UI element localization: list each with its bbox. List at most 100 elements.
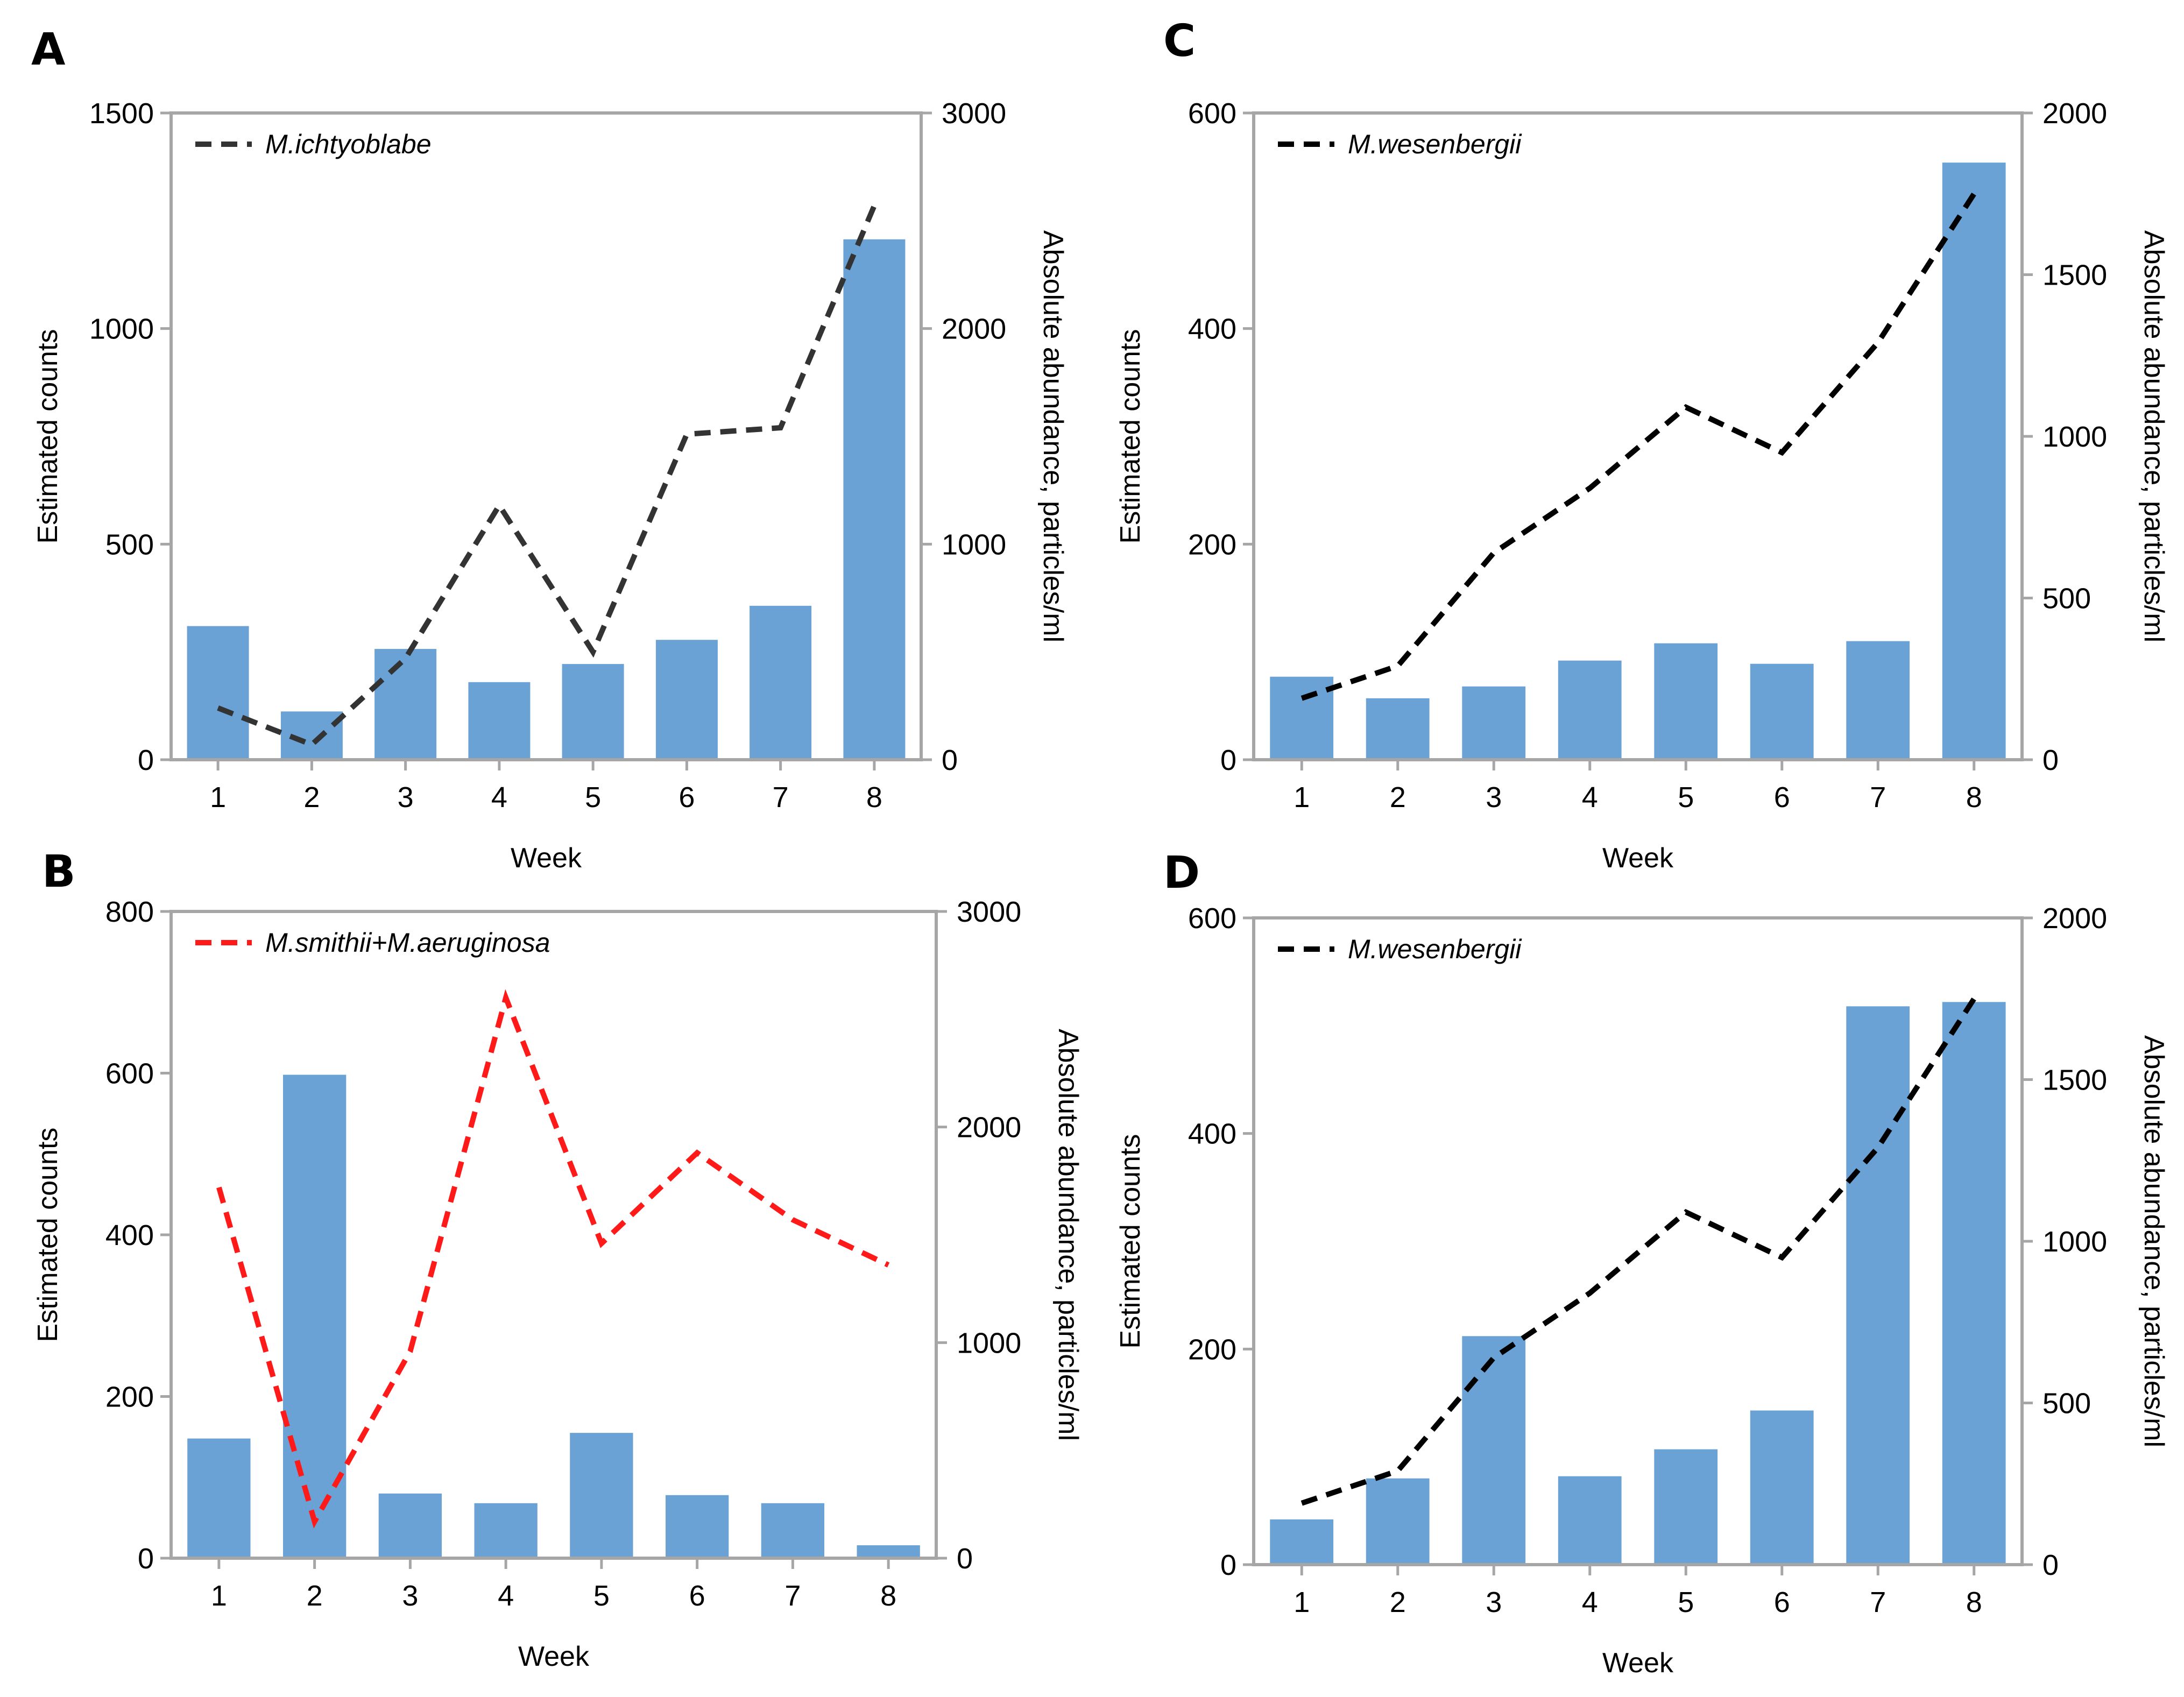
bar-c-week-3: [1462, 686, 1526, 760]
x-tick-label-a-4: 4: [491, 781, 507, 814]
bar-c-week-8: [1942, 162, 2006, 760]
left-tick-label-c-400: 400: [1188, 313, 1236, 345]
bars-b: [187, 1074, 920, 1558]
bar-a-week-1: [187, 626, 249, 760]
panel-letter-c: C: [1163, 16, 1196, 67]
right-tick-label-b-2000: 2000: [957, 1112, 1021, 1144]
legend-label-b: M.smithii+M.aeruginosa: [265, 928, 550, 958]
legend-c: M.wesenbergii: [1278, 129, 1522, 159]
x-tick-label-b-4: 4: [498, 1580, 514, 1612]
line-a: [217, 204, 877, 748]
panel-b: B 0 200 400 600 800 0 1000 2000 3000 1 2 3 4 5 6 7 8 Week E…: [32, 846, 1084, 1672]
right-tick-label-a-1000: 1000: [942, 528, 1006, 561]
bar-b-week-4: [474, 1503, 538, 1558]
right-tick-label-b-1000: 1000: [957, 1327, 1021, 1359]
right-tick-label-d-0: 0: [2042, 1549, 2059, 1581]
left-tick-label-b-400: 400: [105, 1219, 154, 1251]
x-tick-label-b-3: 3: [402, 1580, 418, 1612]
x-axis-title-c: Week: [1602, 843, 1674, 874]
left-tick-label-b-0: 0: [138, 1543, 154, 1575]
x-axis-title-a: Week: [511, 843, 582, 874]
right-tick-label-c-1000: 1000: [2042, 421, 2107, 453]
bar-a-week-7: [750, 605, 812, 760]
left-tick-label-a-500: 500: [105, 528, 154, 561]
left-tick-label-b-600: 600: [105, 1058, 154, 1090]
line-c: [1300, 192, 1977, 701]
plot-frame-a: [169, 111, 923, 761]
bar-d-week-7: [1846, 1006, 1910, 1565]
x-tick-label-d-6: 6: [1774, 1586, 1790, 1618]
bar-a-week-8: [843, 239, 906, 760]
left-tick-label-a-1500: 1500: [89, 97, 154, 130]
bar-b-week-3: [378, 1493, 442, 1558]
bar-b-week-5: [570, 1433, 633, 1558]
left-tick-label-a-0: 0: [138, 744, 154, 776]
right-tick-label-b-3000: 3000: [957, 896, 1021, 928]
y-axis-title-d: Estimated counts: [1115, 1134, 1146, 1349]
legend-label-d: M.wesenbergii: [1348, 934, 1522, 964]
right-tick-label-c-2000: 2000: [2042, 97, 2107, 130]
x-tick-label-d-8: 8: [1966, 1586, 1982, 1618]
legend-a: M.ichtyoblabe: [195, 129, 432, 159]
x-tick-label-b-5: 5: [593, 1580, 610, 1612]
left-tick-label-b-800: 800: [105, 896, 154, 928]
x-tick-label-c-3: 3: [1486, 781, 1502, 814]
bar-c-week-5: [1654, 643, 1718, 760]
right-tick-label-b-0: 0: [957, 1543, 973, 1575]
bar-d-week-2: [1366, 1478, 1430, 1565]
right-tick-label-c-0: 0: [2042, 744, 2059, 776]
right-tick-label-a-3000: 3000: [942, 97, 1006, 130]
x-tick-label-d-1: 1: [1294, 1586, 1310, 1618]
panel-d: D 0 200 400 600 0 500 1000 1500 2000 1 2 3 4 5 6 7 8 Week E…: [1115, 847, 2169, 1679]
y2-axis-title-d: Absolute abundance, particles/ml: [2138, 1035, 2169, 1447]
left-tick-label-c-600: 600: [1188, 97, 1236, 130]
bar-b-week-6: [666, 1495, 729, 1558]
x-tick-label-b-2: 2: [307, 1580, 323, 1612]
x-tick-label-d-4: 4: [1582, 1586, 1598, 1618]
legend-b: M.smithii+M.aeruginosa: [195, 928, 550, 958]
y-axis-title-b: Estimated counts: [32, 1128, 63, 1342]
legend-d: M.wesenbergii: [1278, 934, 1522, 964]
bar-a-week-3: [374, 649, 437, 760]
x-tick-label-c-4: 4: [1582, 781, 1598, 814]
bar-a-week-4: [468, 682, 531, 760]
x-tick-label-c-5: 5: [1678, 781, 1694, 814]
panel-c: C 0 200 400 600 0 500 1000 1500 2000 1 2 3 4 5 6 7 8 Week E…: [1115, 16, 2169, 874]
bar-d-week-1: [1270, 1519, 1334, 1565]
y2-axis-title-b: Absolute abundance, particles/ml: [1052, 1029, 1084, 1441]
bar-a-week-2: [280, 711, 343, 760]
bars-c: [1270, 162, 2006, 760]
bar-c-week-7: [1846, 641, 1910, 760]
bar-b-week-8: [857, 1545, 920, 1558]
right-tick-label-d-2000: 2000: [2042, 902, 2107, 935]
legend-label-c: M.wesenbergii: [1348, 129, 1522, 159]
bar-b-week-1: [187, 1438, 251, 1558]
panel-letter-a: A: [31, 24, 66, 75]
x-tick-label-a-7: 7: [773, 781, 789, 814]
right-tick-label-a-2000: 2000: [942, 313, 1006, 345]
x-tick-label-a-3: 3: [398, 781, 414, 814]
right-tick-label-c-1500: 1500: [2042, 259, 2107, 292]
bar-b-week-2: [283, 1074, 347, 1558]
bar-d-week-4: [1558, 1476, 1622, 1565]
left-tick-label-d-400: 400: [1188, 1118, 1236, 1150]
x-tick-label-d-3: 3: [1486, 1586, 1502, 1618]
x-tick-label-b-8: 8: [880, 1580, 896, 1612]
panel-letter-d: D: [1163, 847, 1200, 899]
right-tick-label-a-0: 0: [942, 744, 958, 776]
x-tick-label-a-6: 6: [678, 781, 695, 814]
left-tick-label-c-200: 200: [1188, 528, 1236, 561]
bar-c-week-4: [1558, 660, 1622, 760]
bar-d-week-3: [1462, 1336, 1526, 1565]
left-tick-label-d-600: 600: [1188, 902, 1236, 935]
x-tick-label-a-8: 8: [866, 781, 882, 814]
x-tick-label-c-2: 2: [1390, 781, 1406, 814]
x-tick-label-d-2: 2: [1390, 1586, 1406, 1618]
left-tick-label-b-200: 200: [105, 1381, 154, 1413]
left-tick-label-c-0: 0: [1220, 744, 1236, 776]
y2-axis-title-c: Absolute abundance, particles/ml: [2138, 230, 2169, 642]
bar-d-week-5: [1654, 1449, 1718, 1565]
legend-label-a: M.ichtyoblabe: [265, 129, 432, 159]
bar-d-week-8: [1942, 1002, 2006, 1565]
